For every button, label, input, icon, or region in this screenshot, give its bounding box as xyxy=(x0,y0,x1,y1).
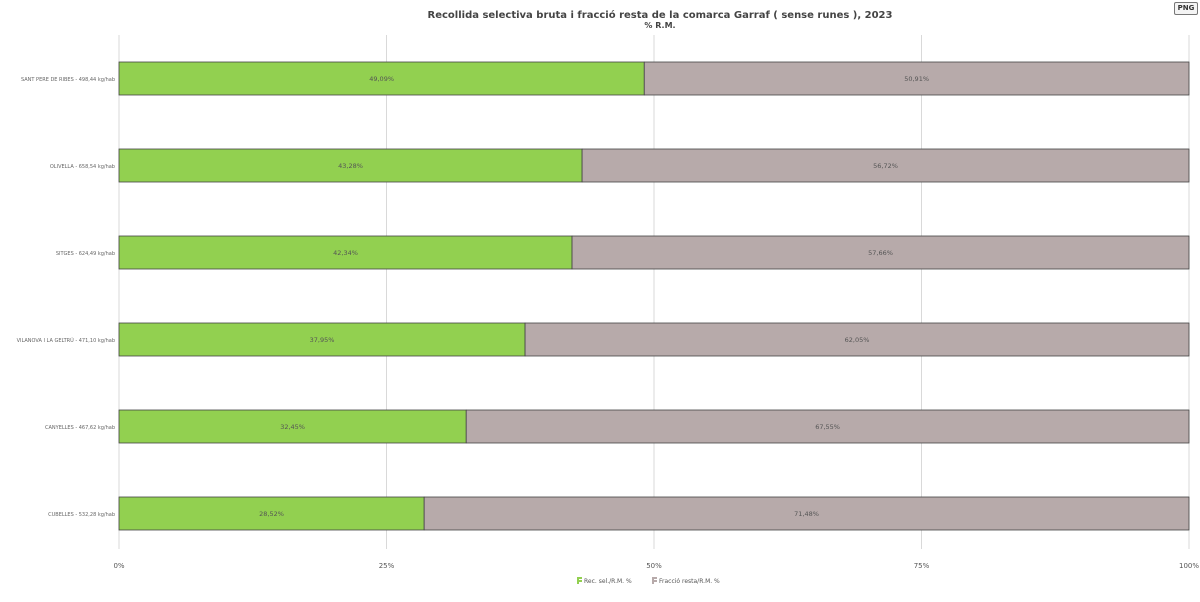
bar-fraccio-resta xyxy=(524,322,1190,357)
bar-fraccio-resta xyxy=(571,235,1190,270)
legend-swatch-icon xyxy=(577,577,579,584)
y-category-label: OLIVELLA - 658,54 kg/hab xyxy=(50,164,115,170)
bar-value-label: 32,45% xyxy=(280,423,305,431)
bar-fraccio-resta xyxy=(465,409,1190,444)
bar-value-label: 67,55% xyxy=(815,423,840,431)
bar-rec-sel xyxy=(118,148,583,183)
bar-value-label: 56,72% xyxy=(873,162,898,170)
legend-swatch-icon xyxy=(654,577,657,579)
legend-swatch-icon xyxy=(654,580,657,582)
bar-fraccio-resta xyxy=(423,496,1190,531)
x-tick-label: 75% xyxy=(914,562,930,570)
bar-value-label: 28,52% xyxy=(259,510,284,518)
bar-fraccio-resta xyxy=(581,148,1190,183)
bar-rec-sel xyxy=(118,496,425,531)
x-tick-label: 25% xyxy=(379,562,395,570)
bar-value-label: 50,91% xyxy=(904,75,929,83)
bar-value-label: 43,28% xyxy=(338,162,363,170)
bar-rec-sel xyxy=(118,235,573,270)
x-tick-label: 50% xyxy=(646,562,662,570)
y-category-label: CANYELLES - 467,62 kg/hab xyxy=(45,425,115,431)
bar-value-label: 49,09% xyxy=(369,75,394,83)
x-tick-label: 0% xyxy=(113,562,124,570)
chart-subtitle: % R.M. xyxy=(644,21,676,30)
x-tick-label: 100% xyxy=(1179,562,1199,570)
bar-value-label: 62,05% xyxy=(845,336,870,344)
bar-value-label: 57,66% xyxy=(868,249,893,257)
chart-title: Recollida selectiva bruta i fracció rest… xyxy=(427,10,893,21)
bar-value-label: 37,95% xyxy=(310,336,335,344)
png-export-button[interactable]: PNG xyxy=(1174,2,1198,15)
legend-swatch-icon xyxy=(579,577,582,579)
legend-label: Fracció resta/R.M. % xyxy=(659,578,720,585)
legend-label: Rec. sel./R.M. % xyxy=(584,578,632,585)
y-category-label: SANT PERE DE RIBES - 498,44 kg/hab xyxy=(21,77,115,83)
legend-swatch-icon xyxy=(579,580,582,582)
bar-rec-sel xyxy=(118,322,526,357)
bar-rec-sel xyxy=(118,409,467,444)
y-category-label: CUBELLES - 532,28 kg/hab xyxy=(48,512,115,518)
legend-swatch-icon xyxy=(652,577,654,584)
y-category-label: SITGES - 624,49 kg/hab xyxy=(56,251,115,257)
bar-fraccio-resta xyxy=(643,61,1190,96)
bar-value-label: 42,34% xyxy=(333,249,358,257)
bar-value-label: 71,48% xyxy=(794,510,819,518)
y-category-label: VILANOVA I LA GELTRÚ - 471,10 kg/hab xyxy=(17,337,115,344)
